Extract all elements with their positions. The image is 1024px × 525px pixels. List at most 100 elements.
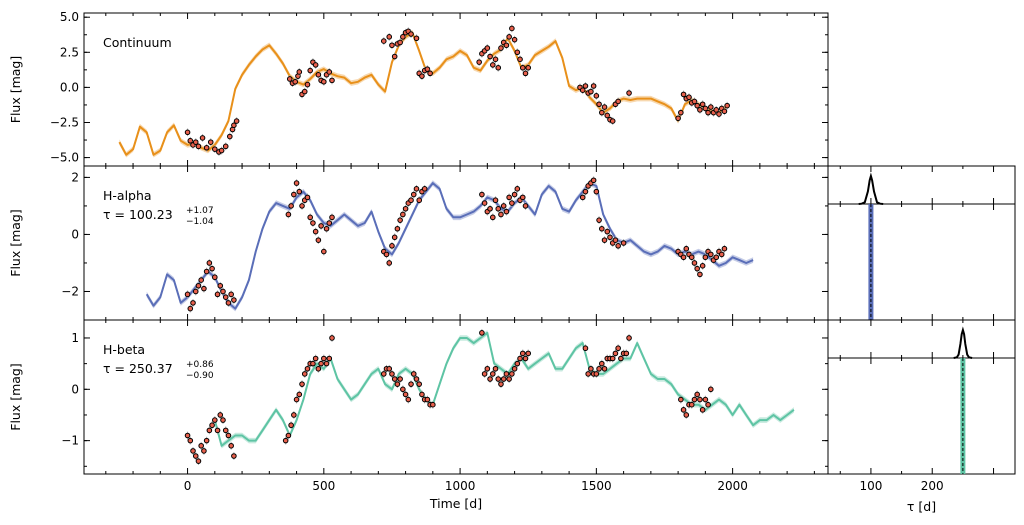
x-axis-label: Time [d] (429, 496, 482, 511)
x-tick-label: 1500 (581, 479, 612, 493)
data-point (307, 214, 313, 221)
lag-histogram-frame (827, 165, 1016, 205)
data-point (691, 98, 698, 105)
data-point (203, 268, 210, 275)
lag-lower-error: −1.04 (186, 217, 214, 227)
data-point (702, 396, 709, 403)
data-point (184, 129, 191, 136)
data-point (675, 115, 681, 122)
data-point (413, 35, 420, 42)
data-point (479, 330, 485, 336)
data-point (321, 355, 327, 362)
data-point (713, 107, 720, 113)
data-point (397, 217, 403, 223)
data-point (688, 401, 695, 408)
data-point (192, 453, 199, 459)
x-tick-label: 500 (312, 479, 335, 493)
data-point (227, 133, 233, 140)
data-point (495, 205, 502, 212)
data-point (195, 143, 202, 150)
data-point (199, 135, 206, 141)
data-point (680, 407, 687, 413)
data-point (380, 371, 387, 377)
data-point (413, 376, 420, 382)
data-point (686, 94, 692, 101)
data-point (495, 376, 502, 382)
data-point (203, 437, 210, 444)
data-point (424, 396, 431, 403)
data-point (192, 139, 199, 145)
data-point (596, 101, 602, 108)
data-point (326, 69, 333, 75)
data-point (386, 260, 393, 266)
data-point (481, 200, 488, 206)
data-point (212, 417, 218, 423)
data-point (296, 391, 303, 398)
data-point (389, 42, 395, 49)
data-point (582, 188, 589, 195)
data-point (525, 350, 532, 357)
lag-trace-frame (827, 357, 1016, 475)
data-point (514, 186, 521, 192)
data-point (383, 251, 390, 258)
data-point (601, 237, 608, 243)
data-point (408, 381, 414, 387)
data-point (312, 228, 319, 235)
data-point (626, 335, 632, 341)
model-curve (145, 182, 754, 310)
data-point (296, 188, 303, 195)
data-point (416, 381, 423, 387)
data-point (612, 237, 619, 243)
data-point (209, 265, 215, 272)
data-point (511, 365, 518, 372)
data-point (702, 105, 709, 112)
data-point (705, 109, 711, 116)
lag-lower-error: −0.90 (186, 371, 214, 381)
data-point (394, 225, 401, 232)
data-point (405, 396, 412, 403)
panel-annotation: Continuum (103, 35, 172, 50)
data-point (596, 217, 602, 223)
data-point (708, 251, 714, 258)
data-point (498, 211, 504, 218)
y-tick-label: 5.0 (60, 10, 79, 24)
data-point (329, 214, 335, 221)
model-curve (213, 331, 795, 447)
data-point (288, 422, 294, 429)
data-point (498, 381, 504, 387)
data-point (522, 203, 529, 209)
data-point (296, 69, 303, 75)
lag-upper-error: +0.86 (186, 360, 214, 370)
data-point (282, 437, 289, 444)
data-point (400, 34, 406, 40)
panel-halpha: −2 0 2 Flux [mag] H-alpha τ = 100.23 +1.07−1.0… (8, 165, 829, 321)
data-point (593, 371, 600, 377)
data-point (207, 139, 214, 145)
data-point (222, 427, 229, 434)
data-point (291, 191, 297, 198)
data-point (329, 77, 335, 84)
model-uncertainty-band (146, 180, 754, 312)
data-point (509, 25, 515, 32)
data-point (678, 109, 684, 116)
data-point (217, 412, 224, 418)
data-point (680, 91, 687, 98)
data-point (228, 291, 234, 298)
plot-area (184, 328, 795, 466)
data-point (691, 260, 698, 266)
data-point (307, 67, 313, 74)
data-point (599, 225, 605, 232)
y-tick-label: −2.5 (50, 115, 79, 129)
data-point (318, 223, 324, 229)
data-point (500, 203, 507, 209)
data-point (291, 412, 297, 418)
data-point (678, 396, 684, 403)
data-point (201, 285, 207, 292)
lag-histogram-curve (858, 172, 884, 205)
data-point (419, 73, 425, 79)
y-axis-label: Flux [mag] (8, 209, 23, 276)
data-point (299, 203, 305, 209)
data-point (721, 108, 728, 115)
data-point (410, 191, 417, 198)
data-point (487, 205, 493, 212)
